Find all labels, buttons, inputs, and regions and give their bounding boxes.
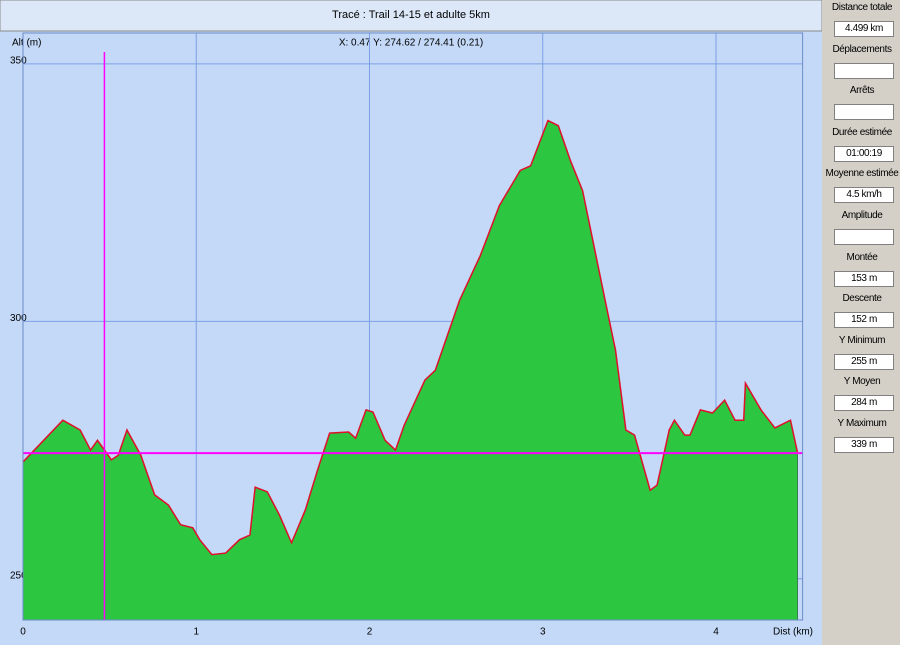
stat-label: Descente	[842, 293, 882, 305]
stat-label: Y Minimum	[838, 334, 886, 346]
stat-label: Déplacements	[832, 43, 892, 55]
plot-frame	[22, 32, 804, 621]
elevation-line	[22, 119, 799, 556]
stat-value: 284 m	[834, 395, 894, 412]
y-tick-label: 250	[10, 570, 27, 581]
stat-value: 339 m	[834, 437, 894, 453]
stat-label: Arrêts	[849, 85, 875, 97]
stat-label: Distance totale	[831, 2, 893, 13]
stat-label: Y Moyen	[843, 376, 881, 388]
title-bar	[0, 0, 822, 32]
stat-value	[834, 104, 894, 121]
stat-value: 4.499 km	[834, 21, 894, 37]
stat-label: Durée estimée	[832, 126, 892, 138]
stat-label: Amplitude	[841, 210, 883, 221]
chart-title: Tracé : Trail 14-15 et adulte 5km	[332, 9, 490, 21]
y-tick-label: 350	[10, 56, 27, 67]
stat-value	[834, 229, 894, 245]
stat-label: Montée	[846, 251, 878, 263]
stat-value	[834, 62, 894, 79]
x-tick-label: 4	[713, 627, 719, 638]
x-axis-label: Dist (km)	[773, 627, 813, 638]
stat-label: Moyenne estimée	[825, 168, 899, 180]
chart: Tracé : Trail 14-15 et adulte 5km Alt (m…	[0, 0, 822, 645]
x-tick-label: 0	[20, 627, 26, 638]
y-tick-label: 300	[10, 313, 27, 324]
stat-value: 153 m	[834, 270, 894, 287]
x-tick-label: 3	[540, 627, 546, 638]
x-tick-label: 1	[193, 627, 199, 638]
stat-label: Y Maximum	[837, 418, 887, 429]
crosshair-readout: X: 0.47 Y: 274.62 / 274.41 (0.21)	[339, 38, 483, 49]
stat-value: 01:00:19	[834, 145, 894, 162]
stats-panel: Distance totale 4.499 km Déplacements Arrêt…	[824, 0, 900, 645]
y-axis-label: Alt (m)	[12, 38, 41, 49]
x-tick-label: 2	[367, 627, 373, 638]
stat-value: 152 m	[834, 312, 894, 329]
stat-value: 255 m	[834, 353, 894, 370]
stat-value: 4.5 km/h	[834, 187, 894, 204]
